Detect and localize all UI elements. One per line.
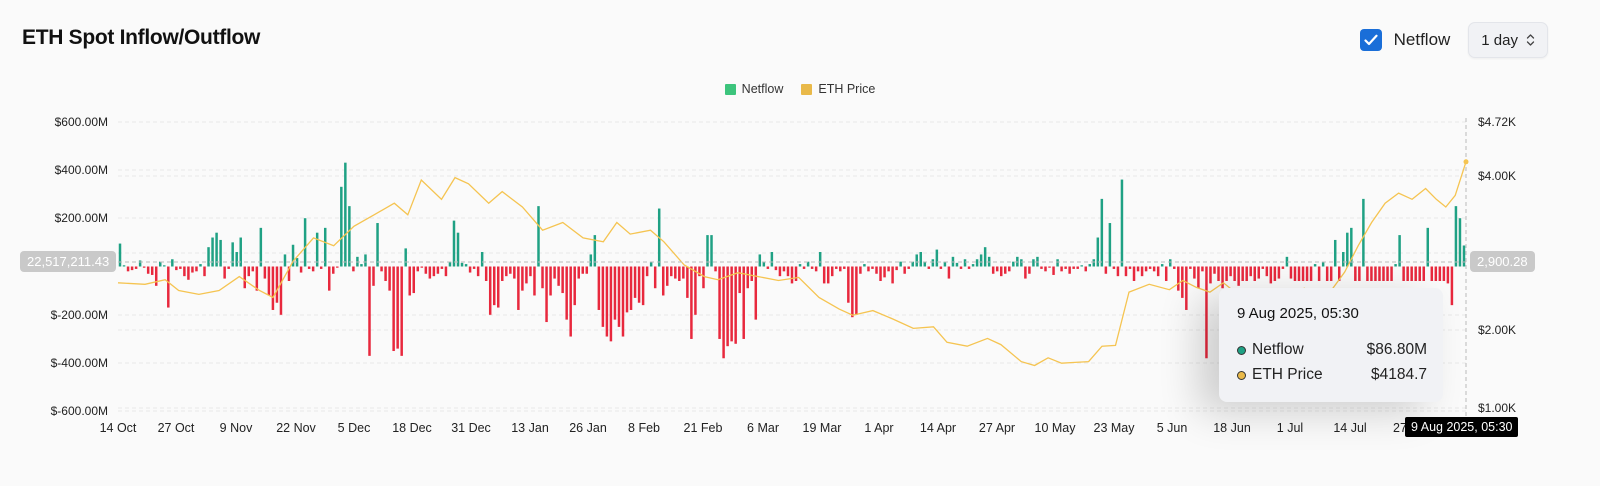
x-axis-label: 23 May (1093, 421, 1135, 435)
crosshair-right-value: 2,900.28 (1470, 251, 1535, 272)
crosshair-x-label: 9 Aug 2025, 05:30 (1405, 417, 1519, 437)
y-axis-left-label: $600.00M (54, 115, 108, 129)
tooltip-label: Netflow (1252, 341, 1304, 358)
x-axis-label: 1 Apr (864, 421, 894, 435)
y-axis-right-label: $1.00K (1478, 401, 1517, 415)
tooltip-row-netflow: Netflow $86.80M (1237, 341, 1427, 359)
y-axis-left-label: $200.00M (54, 211, 108, 225)
up-down-chevron-icon (1526, 34, 1535, 46)
legend-label: ETH Price (818, 82, 876, 96)
x-axis-label: 26 Jan (569, 421, 607, 435)
legend-swatch-eth-price (801, 83, 813, 95)
x-axis-label: 8 Feb (628, 421, 660, 435)
tooltip-value: $4184.7 (1370, 366, 1427, 383)
interval-select-value: 1 day (1481, 31, 1518, 49)
legend-label: Netflow (741, 82, 784, 96)
x-axis-label: 31 Dec (451, 421, 491, 435)
x-axis-label: 6 Mar (747, 421, 779, 435)
x-axis-label: 13 Jan (511, 421, 549, 435)
chart-legend: Netflow ETH Price (0, 82, 1600, 96)
crosshair-left-value: 22,517,211.43 (20, 251, 117, 272)
netflow-checkbox[interactable] (1359, 29, 1382, 51)
eth-price-dot-icon (1237, 370, 1246, 380)
y-axis-right-label: $4.72K (1478, 115, 1517, 129)
page-title: ETH Spot Inflow/Outflow (22, 26, 261, 49)
x-axis-label: 10 May (1034, 421, 1076, 435)
x-axis-label: 14 Apr (919, 421, 957, 435)
interval-select[interactable]: 1 day (1468, 22, 1548, 58)
chart-controls: Netflow 1 day (1359, 22, 1548, 58)
tooltip-value: $86.80M (1366, 341, 1427, 358)
check-icon (1364, 34, 1378, 46)
x-axis-label: 18 Jun (1213, 421, 1251, 435)
y-axis-left-label: $400.00M (54, 163, 108, 177)
x-axis-label: 19 Mar (802, 421, 842, 435)
x-axis-label: 14 Jul (1333, 421, 1367, 435)
x-axis-label: 22 Nov (276, 421, 316, 435)
x-axis-label: 27 Oct (157, 421, 195, 435)
y-axis-left-label: $-200.00M (50, 308, 108, 322)
x-axis-label: 21 Feb (683, 421, 723, 435)
x-axis-label: 1 Jul (1276, 421, 1304, 435)
legend-item-netflow[interactable]: Netflow (724, 82, 784, 96)
x-axis-label: 14 Oct (99, 421, 137, 435)
netflow-bars (118, 162, 1466, 359)
price-hover-dot (1463, 159, 1469, 165)
y-axis-right-label: $2.00K (1478, 323, 1517, 337)
x-axis-label: 18 Dec (392, 421, 432, 435)
tooltip-date: 9 Aug 2025, 05:30 (1237, 305, 1359, 322)
legend-swatch-netflow (724, 83, 736, 95)
x-axis-label: 27 Apr (978, 421, 1016, 435)
y-axis-left-label: $-400.00M (50, 356, 108, 370)
tooltip-row-eth-price: ETH Price $4184.7 (1237, 366, 1427, 384)
legend-item-eth-price[interactable]: ETH Price (801, 82, 875, 96)
netflow-checkbox-label[interactable]: Netflow (1393, 30, 1451, 49)
x-axis-label: 9 Nov (219, 421, 253, 435)
x-axis-label: 5 Dec (337, 421, 371, 435)
x-axis-label: 5 Jun (1156, 421, 1188, 435)
y-axis-left-label: $-600.00M (50, 404, 108, 418)
netflow-dot-icon (1237, 345, 1246, 355)
x-axis-label: 27 (1393, 421, 1407, 435)
tooltip-label: ETH Price (1252, 366, 1323, 383)
chart-tooltip: 9 Aug 2025, 05:30 Netflow $86.80M ETH Pr… (1219, 288, 1443, 402)
y-axis-right-label: $4.00K (1478, 169, 1517, 183)
